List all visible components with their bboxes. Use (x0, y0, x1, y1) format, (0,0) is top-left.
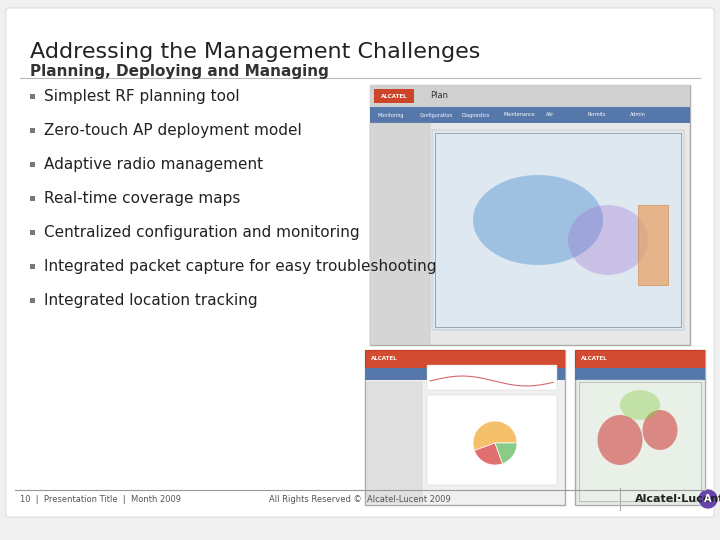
Text: Alcatel·Lucent: Alcatel·Lucent (635, 494, 720, 504)
Text: All Rights Reserved ©  Alcatel-Lucent 2009: All Rights Reserved © Alcatel-Lucent 200… (269, 496, 451, 504)
Bar (365, 368, 565, 380)
Text: Plan: Plan (430, 91, 448, 100)
Text: ALCATEL: ALCATEL (581, 356, 608, 361)
Text: Addressing the Management Challenges: Addressing the Management Challenges (30, 42, 480, 62)
Text: Configuration: Configuration (420, 112, 454, 118)
Circle shape (698, 489, 718, 509)
Bar (367, 382, 422, 503)
Bar (370, 107, 690, 123)
Bar (30, 298, 35, 303)
Bar (30, 128, 35, 133)
Text: Zero-touch AP deployment model: Zero-touch AP deployment model (44, 123, 302, 138)
Bar (432, 130, 684, 330)
Text: 10  |  Presentation Title  |  Month 2009: 10 | Presentation Title | Month 2009 (20, 496, 181, 504)
Ellipse shape (473, 175, 603, 265)
Bar (427, 395, 557, 485)
Bar (374, 89, 414, 103)
Bar (30, 94, 35, 99)
Text: Real-time coverage maps: Real-time coverage maps (44, 191, 240, 206)
Bar (30, 196, 35, 201)
Wedge shape (474, 443, 503, 465)
Bar (30, 162, 35, 167)
Bar (577, 380, 703, 503)
Bar (30, 230, 35, 235)
Text: Maintenance: Maintenance (504, 112, 536, 118)
Text: Monitoring: Monitoring (378, 112, 405, 118)
Bar (365, 350, 565, 368)
FancyBboxPatch shape (6, 8, 714, 517)
Wedge shape (473, 421, 517, 450)
Ellipse shape (568, 205, 648, 275)
Text: Alir: Alir (546, 112, 554, 118)
Text: ALCATEL: ALCATEL (371, 356, 397, 361)
Bar (638, 205, 668, 285)
Text: Permits: Permits (588, 112, 606, 118)
Ellipse shape (598, 415, 642, 465)
Bar (575, 368, 705, 380)
Text: ALCATEL: ALCATEL (381, 93, 408, 98)
Text: Admin: Admin (630, 112, 646, 118)
Bar (30, 264, 35, 269)
Bar (427, 365, 557, 390)
Text: A: A (704, 494, 712, 504)
Wedge shape (495, 443, 517, 464)
Bar (435, 133, 681, 327)
Bar (370, 123, 430, 345)
Bar (370, 85, 690, 107)
Text: Centralized configuration and monitoring: Centralized configuration and monitoring (44, 225, 359, 240)
Text: Adaptive radio management: Adaptive radio management (44, 157, 263, 172)
Text: Integrated packet capture for easy troubleshooting: Integrated packet capture for easy troub… (44, 259, 436, 273)
Bar (575, 350, 705, 368)
Text: Planning, Deploying and Managing: Planning, Deploying and Managing (30, 64, 329, 79)
Text: Integrated location tracking: Integrated location tracking (44, 293, 258, 307)
Bar (579, 382, 701, 501)
Ellipse shape (642, 410, 678, 450)
FancyBboxPatch shape (365, 350, 565, 505)
Ellipse shape (620, 390, 660, 420)
Text: Diagnostics: Diagnostics (462, 112, 490, 118)
Text: Simplest RF planning tool: Simplest RF planning tool (44, 89, 240, 104)
FancyBboxPatch shape (575, 350, 705, 505)
FancyBboxPatch shape (370, 85, 690, 345)
